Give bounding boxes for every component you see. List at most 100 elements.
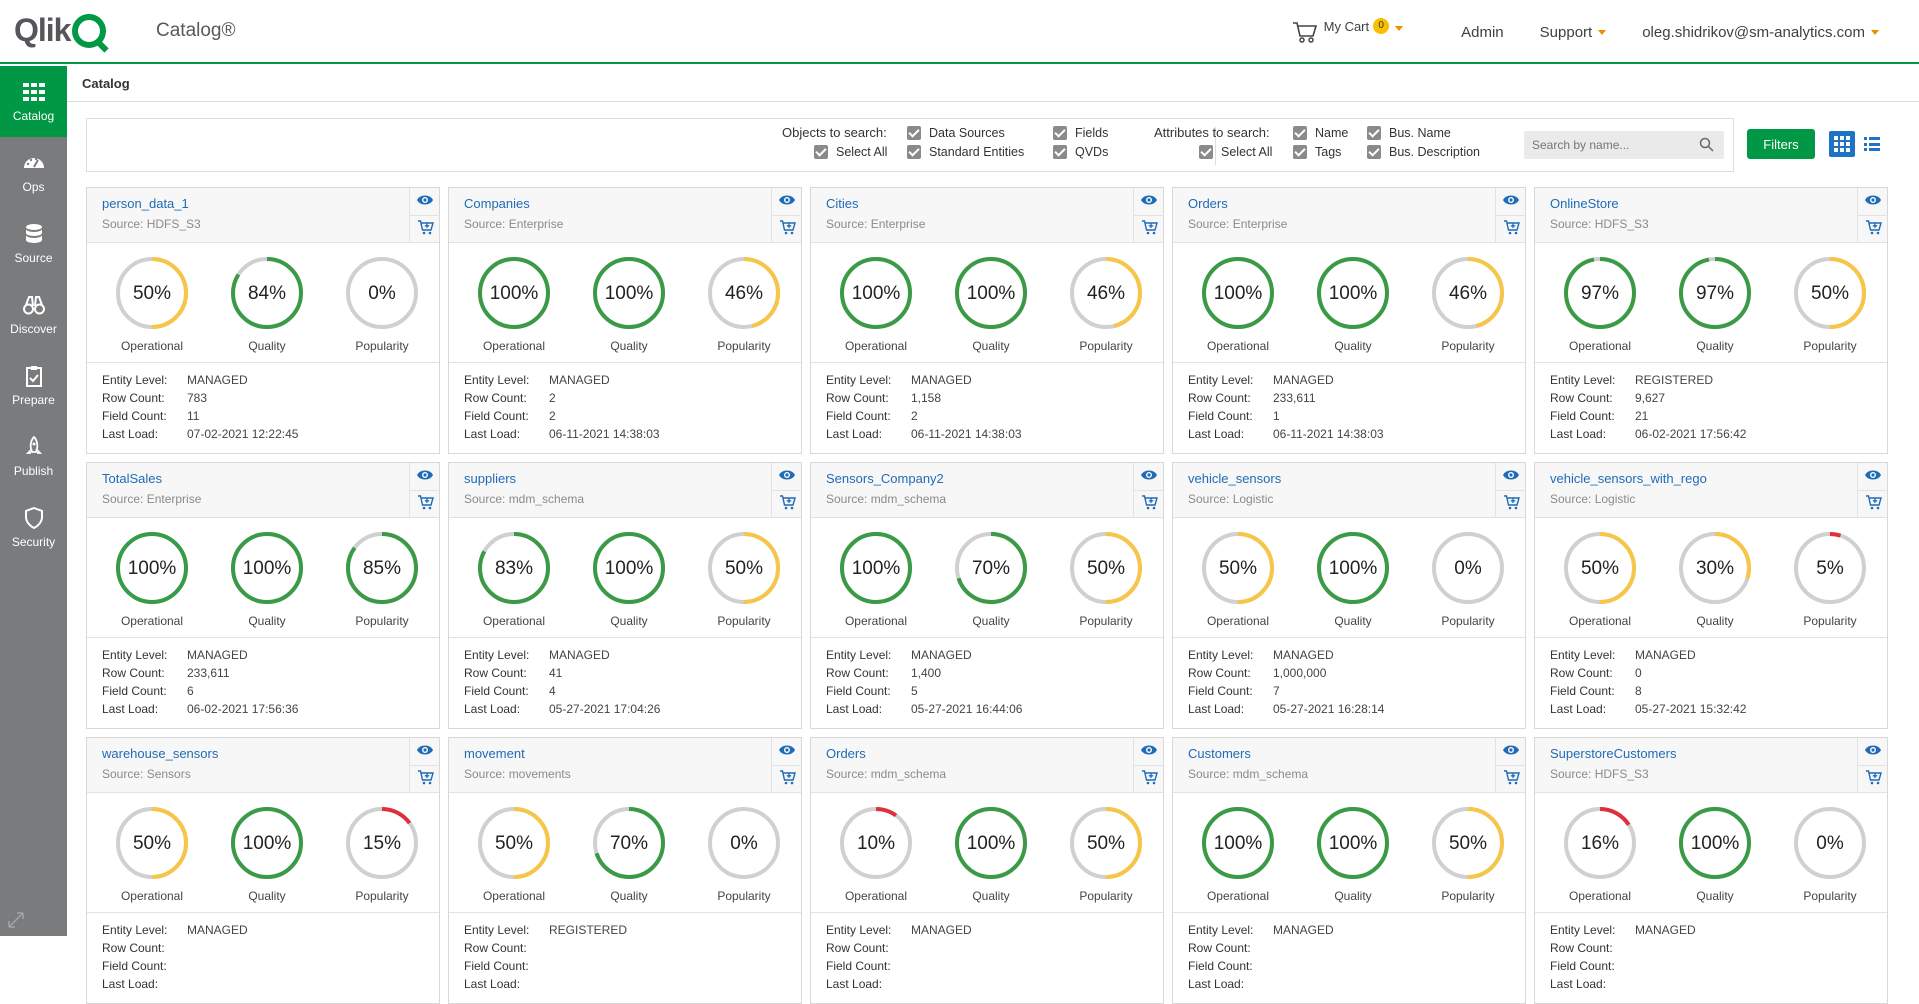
objects-select-all-checkbox[interactable]: Select All xyxy=(814,145,887,159)
entity-name-link[interactable]: OnlineStore xyxy=(1550,196,1619,211)
entity-name-link[interactable]: SuperstoreCustomers xyxy=(1550,746,1677,761)
expand-icon[interactable] xyxy=(6,910,26,930)
add-to-cart-icon[interactable] xyxy=(1141,219,1158,235)
cart-button[interactable]: My Cart 0 xyxy=(1292,18,1404,44)
add-to-cart-icon[interactable] xyxy=(1503,219,1520,235)
entity-card[interactable]: SuperstoreCustomers Source: HDFS_S3 16% O… xyxy=(1534,737,1888,1004)
entity-name-link[interactable]: vehicle_sensors xyxy=(1188,471,1282,486)
entity-name-link[interactable]: warehouse_sensors xyxy=(102,746,219,761)
entity-card[interactable]: Companies Source: Enterprise 100% Operati… xyxy=(448,187,802,454)
sidebar-item-discover[interactable]: Discover xyxy=(0,279,67,350)
sidebar-item-security[interactable]: Security xyxy=(0,492,67,563)
add-to-cart-icon[interactable] xyxy=(779,769,796,785)
eye-icon[interactable] xyxy=(778,193,796,207)
field-count-label: Field Count: xyxy=(1188,684,1253,698)
entity-card[interactable]: Cities Source: Enterprise 100% Operationa… xyxy=(810,187,1164,454)
entity-card[interactable]: Sensors_Company2 Source: mdm_schema 100%… xyxy=(810,462,1164,729)
add-to-cart-icon[interactable] xyxy=(1141,494,1158,510)
add-to-cart-icon[interactable] xyxy=(1141,769,1158,785)
add-to-cart-icon[interactable] xyxy=(1865,494,1882,510)
row-count-label: Row Count: xyxy=(464,666,527,680)
entity-name-link[interactable]: Customers xyxy=(1188,746,1251,761)
sidebar-item-ops[interactable]: Ops xyxy=(0,137,67,208)
add-to-cart-icon[interactable] xyxy=(779,219,796,235)
entity-card[interactable]: vehicle_sensors_with_rego Source: Logist… xyxy=(1534,462,1888,729)
grid-view-button[interactable] xyxy=(1829,131,1855,157)
user-menu[interactable]: oleg.shidrikov@sm-analytics.com xyxy=(1642,24,1879,41)
entity-name-link[interactable]: Orders xyxy=(826,746,866,761)
eye-icon[interactable] xyxy=(1140,743,1158,757)
entity-card[interactable]: suppliers Source: mdm_schema 83% Operatio… xyxy=(448,462,802,729)
metric-gauge: 50% Operational xyxy=(102,253,202,353)
entity-name-link[interactable]: Cities xyxy=(826,196,859,211)
eye-icon[interactable] xyxy=(778,743,796,757)
admin-link[interactable]: Admin xyxy=(1461,23,1504,41)
eye-icon[interactable] xyxy=(1502,193,1520,207)
qlik-logo[interactable]: Qlik xyxy=(14,12,107,49)
add-to-cart-icon[interactable] xyxy=(1865,219,1882,235)
sidebar-item-source[interactable]: Source xyxy=(0,208,67,279)
entity-level-label: Entity Level: xyxy=(464,923,530,937)
entity-card[interactable]: Customers Source: mdm_schema 100% Operati… xyxy=(1172,737,1526,1004)
eye-icon[interactable] xyxy=(1140,193,1158,207)
eye-icon[interactable] xyxy=(1864,468,1882,482)
gauge-ring: 15% xyxy=(346,807,418,879)
support-menu[interactable]: Support xyxy=(1540,24,1607,41)
name-checkbox[interactable]: Name xyxy=(1293,126,1348,140)
card-details: Entity Level: MANAGED Row Count: 783 Field… xyxy=(87,363,439,443)
list-view-button[interactable] xyxy=(1859,131,1885,157)
entity-name-link[interactable]: Companies xyxy=(464,196,530,211)
add-to-cart-icon[interactable] xyxy=(1865,769,1882,785)
entity-card[interactable]: person_data_1 Source: HDFS_S3 50% Operati… xyxy=(86,187,440,454)
add-to-cart-icon[interactable] xyxy=(1503,769,1520,785)
entity-card[interactable]: warehouse_sensors Source: Sensors 50% Ope… xyxy=(86,737,440,1004)
entity-name-link[interactable]: movement xyxy=(464,746,525,761)
breadcrumb-catalog[interactable]: Catalog xyxy=(82,76,130,91)
add-to-cart-icon[interactable] xyxy=(417,219,434,235)
attributes-select-all-checkbox[interactable]: Select All xyxy=(1199,145,1272,159)
add-to-cart-icon[interactable] xyxy=(1503,494,1520,510)
standard-entities-checkbox[interactable]: Standard Entities xyxy=(907,145,1024,159)
fields-checkbox[interactable]: Fields xyxy=(1053,126,1108,140)
entity-card[interactable]: Orders Source: Enterprise 100% Operationa… xyxy=(1172,187,1526,454)
entity-name-link[interactable]: Orders xyxy=(1188,196,1228,211)
entity-name-link[interactable]: suppliers xyxy=(464,471,517,486)
tags-checkbox[interactable]: Tags xyxy=(1293,145,1341,159)
bus-description-checkbox[interactable]: Bus. Description xyxy=(1367,145,1480,159)
search-icon[interactable] xyxy=(1699,137,1714,152)
eye-icon[interactable] xyxy=(416,468,434,482)
entity-card[interactable]: vehicle_sensors Source: Logistic 50% Oper… xyxy=(1172,462,1526,729)
qvds-checkbox[interactable]: QVDs xyxy=(1053,145,1108,159)
add-to-cart-icon[interactable] xyxy=(417,494,434,510)
sidebar-item-publish[interactable]: Publish xyxy=(0,421,67,492)
filters-button[interactable]: Filters xyxy=(1747,129,1815,159)
data-sources-checkbox[interactable]: Data Sources xyxy=(907,126,1005,140)
metric-gauge: 100% Operational xyxy=(826,253,926,353)
eye-icon[interactable] xyxy=(1140,468,1158,482)
cart-chevron-down-icon[interactable] xyxy=(1395,25,1404,31)
entity-name-link[interactable]: TotalSales xyxy=(102,471,162,486)
add-to-cart-icon[interactable] xyxy=(417,769,434,785)
gauge-ring: 46% xyxy=(708,257,780,329)
eye-icon[interactable] xyxy=(416,193,434,207)
eye-icon[interactable] xyxy=(1864,743,1882,757)
sidebar-item-catalog[interactable]: Catalog xyxy=(0,66,67,137)
eye-icon[interactable] xyxy=(416,743,434,757)
entity-name-link[interactable]: Sensors_Company2 xyxy=(826,471,944,486)
bus-name-checkbox[interactable]: Bus. Name xyxy=(1367,126,1451,140)
entity-card[interactable]: TotalSales Source: Enterprise 100% Operat… xyxy=(86,462,440,729)
entity-card[interactable]: movement Source: movements 50% Operationa… xyxy=(448,737,802,1004)
eye-icon[interactable] xyxy=(1502,468,1520,482)
gauge-value: 100% xyxy=(243,833,292,854)
divider xyxy=(1496,215,1526,216)
search-input[interactable] xyxy=(1524,131,1724,159)
sidebar-item-prepare[interactable]: Prepare xyxy=(0,350,67,421)
entity-card[interactable]: OnlineStore Source: HDFS_S3 97% Operation… xyxy=(1534,187,1888,454)
entity-card[interactable]: Orders Source: mdm_schema 10% Operational… xyxy=(810,737,1164,1004)
eye-icon[interactable] xyxy=(1864,193,1882,207)
add-to-cart-icon[interactable] xyxy=(779,494,796,510)
entity-name-link[interactable]: person_data_1 xyxy=(102,196,189,211)
entity-name-link[interactable]: vehicle_sensors_with_rego xyxy=(1550,471,1707,486)
eye-icon[interactable] xyxy=(1502,743,1520,757)
eye-icon[interactable] xyxy=(778,468,796,482)
